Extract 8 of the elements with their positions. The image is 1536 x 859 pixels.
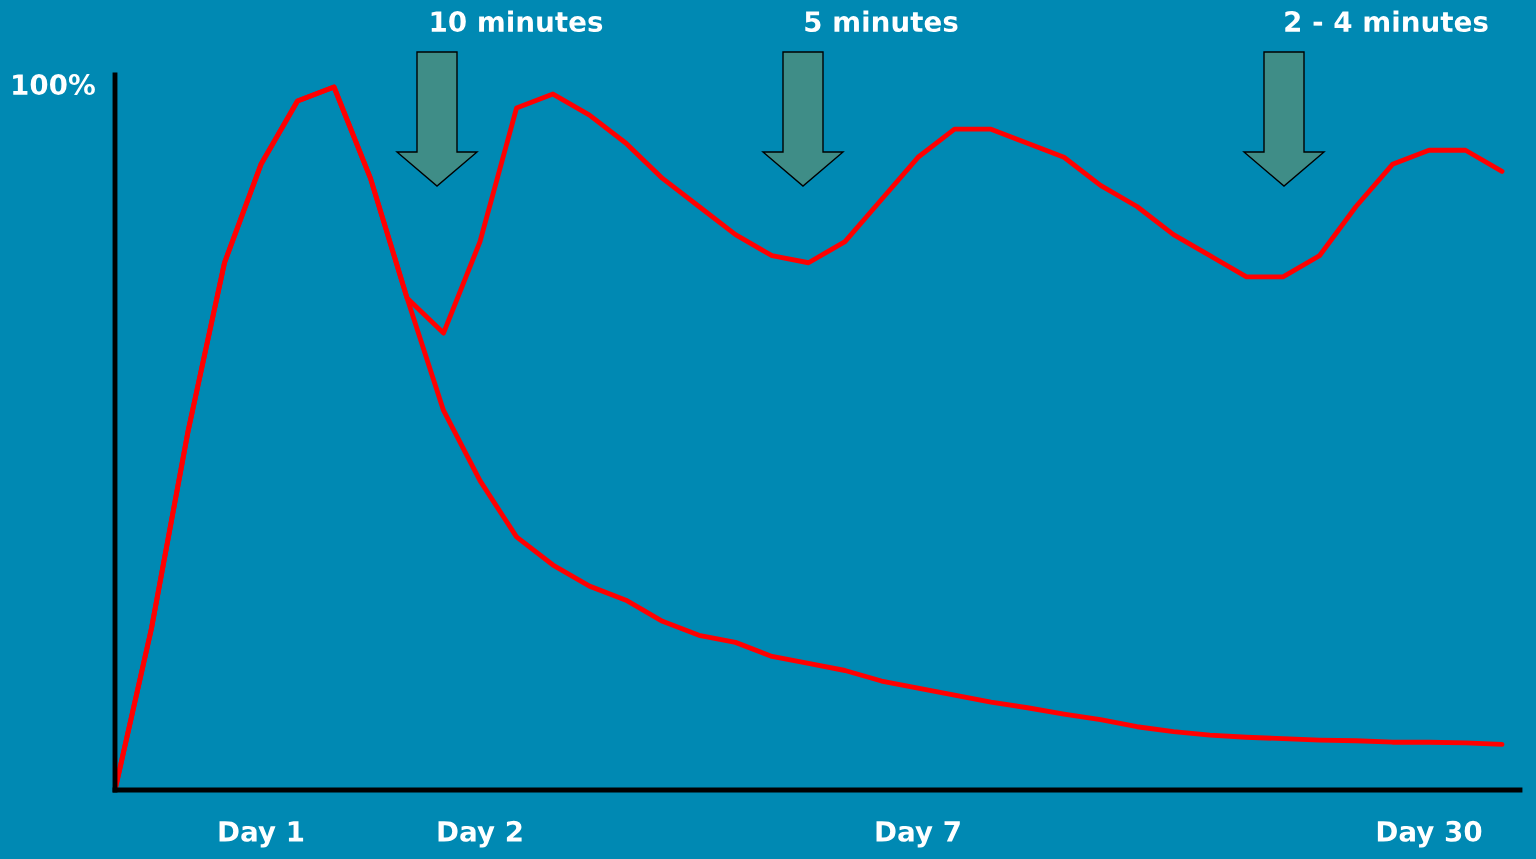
text: 100%	[13, 74, 95, 96]
x-tick-label: Day 1	[219, 821, 304, 848]
text: 10 minutes	[431, 10, 603, 33]
x-tick-label: Day 30	[1377, 820, 1482, 848]
x-tick-label: Day 7	[876, 821, 960, 848]
x-tick-label: Day 2	[438, 820, 522, 848]
text: 5 minutes	[805, 10, 958, 33]
text: 2 - 4 minutes	[1285, 10, 1488, 33]
